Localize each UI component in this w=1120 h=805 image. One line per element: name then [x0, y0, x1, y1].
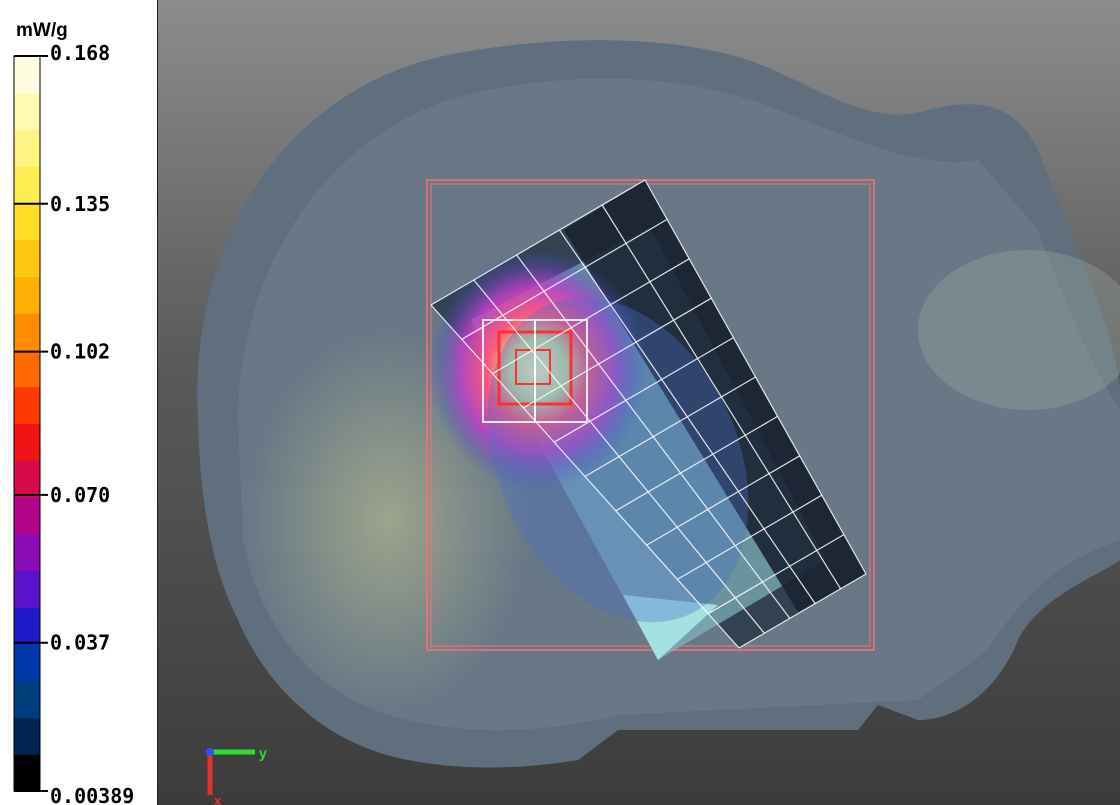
- unit-label: mW/g: [16, 20, 68, 41]
- colorbar-band: [14, 239, 40, 277]
- colorbar-band: [14, 680, 40, 718]
- grid-line-short: [707, 534, 845, 615]
- colorbar-bands: [13, 55, 41, 792]
- sar-spread: [487, 297, 749, 623]
- colorbar-band: [14, 533, 40, 571]
- colorbar-band: [14, 276, 40, 314]
- 3d-viewport[interactable]: y x: [157, 0, 1120, 805]
- colorbar-band: [14, 166, 40, 204]
- colorbar-band: [14, 350, 40, 388]
- color-scale-legend: mW/g 0.168 0.135 0.102 0.070 0.037 0.00389: [0, 0, 158, 805]
- scene: y x: [197, 40, 1120, 805]
- grid-line-short: [615, 415, 778, 512]
- colorbar-band: [14, 717, 40, 755]
- colorbar-band: [14, 386, 40, 424]
- colorbar-tick-label: 0.070: [50, 483, 110, 507]
- phantom-highlight-right: [918, 250, 1120, 410]
- grid-line-short: [492, 258, 690, 375]
- colorbar-band: [14, 570, 40, 608]
- colorbar-tick-label: 0.037: [50, 631, 110, 655]
- colorbar-band: [14, 56, 40, 94]
- grid-line-short: [677, 494, 823, 580]
- y-axis-label: y: [259, 745, 267, 761]
- grid-line-short: [430, 179, 646, 306]
- sar-hotspot: [428, 250, 648, 490]
- grid-line-short: [553, 337, 734, 443]
- colorbar-band: [14, 497, 40, 535]
- colorbar: mW/g 0.168 0.135 0.102 0.070 0.037 0.00389: [13, 20, 134, 805]
- device-bottom-lightstrip: [623, 595, 718, 660]
- area-scan-outline: [426, 179, 875, 651]
- colorbar-band: [14, 644, 40, 682]
- colorbar-band: [14, 129, 40, 167]
- colorbar-band: [14, 607, 40, 645]
- colorbar-band: [14, 92, 40, 130]
- colorbar-band: [14, 313, 40, 351]
- colorbar-tick-label: 0.00389: [50, 784, 134, 805]
- colorbar-tick-label: 0.168: [50, 41, 110, 65]
- colorbar-band: [14, 423, 40, 461]
- x-axis-label: x: [214, 793, 222, 805]
- device-grid: [430, 179, 867, 649]
- colorbar-tick-label: 0.135: [50, 192, 110, 216]
- colorbar-ticks: 0.168 0.135 0.102 0.070 0.037 0.00389: [14, 41, 134, 805]
- grid-line-short: [738, 573, 867, 649]
- grid-line-short: [646, 455, 801, 546]
- colorbar-band: [14, 203, 40, 241]
- grid-line-short: [584, 376, 756, 478]
- axes-indicator: y x: [206, 745, 267, 805]
- grid-line-short: [523, 297, 712, 409]
- colorbar-band: [14, 754, 40, 792]
- grid-line-short: [461, 218, 668, 340]
- colorbar-band: [14, 460, 40, 498]
- colorbar-tick-label: 0.102: [50, 340, 110, 364]
